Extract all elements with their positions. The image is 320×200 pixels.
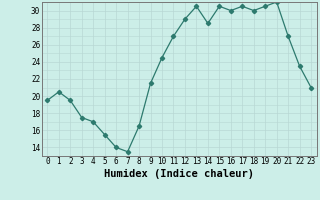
X-axis label: Humidex (Indice chaleur): Humidex (Indice chaleur) — [104, 169, 254, 179]
